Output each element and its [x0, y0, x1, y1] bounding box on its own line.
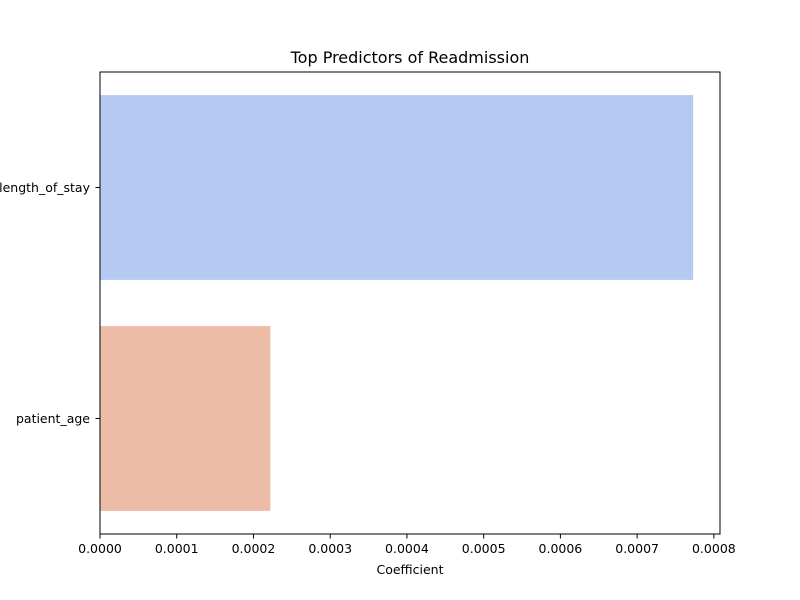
- x-tick-label: 0.0008: [692, 541, 736, 556]
- x-tick-label: 0.0006: [539, 541, 583, 556]
- y-axis: length_of_stay patient_age: [0, 180, 100, 426]
- x-axis-label: Coefficient: [376, 562, 443, 577]
- x-tick-label: 0.0001: [155, 541, 199, 556]
- bar-length-of-stay: [100, 95, 694, 280]
- x-tick-label: 0.0000: [78, 541, 122, 556]
- y-tick-label: length_of_stay: [0, 180, 91, 195]
- plot-frame: [99, 71, 721, 535]
- chart-title: Top Predictors of Readmission: [290, 48, 530, 67]
- y-tick-label: patient_age: [16, 411, 90, 426]
- bars-layer: [100, 95, 694, 511]
- x-tick-label: 0.0004: [385, 541, 429, 556]
- x-tick-label: 0.0003: [308, 541, 352, 556]
- x-axis: 0.0000 0.0001 0.0002 0.0003 0.0004 0.0005 0.00…: [78, 534, 736, 556]
- bar-patient-age: [100, 326, 271, 511]
- x-tick-label: 0.0005: [462, 541, 506, 556]
- x-tick-label: 0.0002: [232, 541, 276, 556]
- x-tick-label: 0.0007: [615, 541, 659, 556]
